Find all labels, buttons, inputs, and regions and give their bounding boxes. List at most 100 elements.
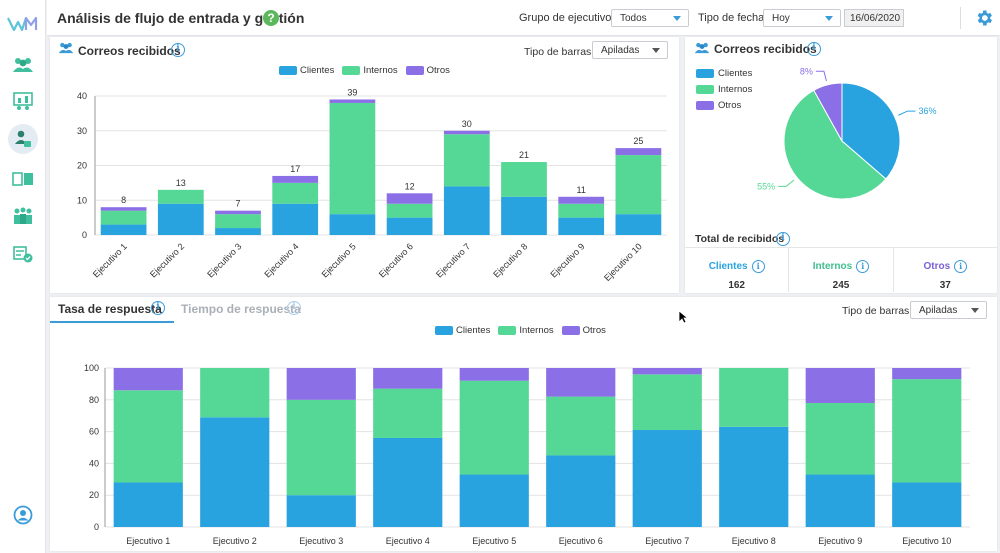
total-internos: Internos i 245	[789, 248, 894, 292]
group-label: Grupo de ejecutivos	[519, 12, 617, 24]
y-tick-label: 0	[82, 230, 87, 240]
users-icon	[58, 42, 74, 54]
total-clientes-value: 162	[728, 280, 745, 291]
x-tick-label: Ejecutivo 2	[213, 536, 257, 546]
team-icon[interactable]	[10, 203, 36, 229]
pie-value-label: 55%	[757, 181, 775, 191]
tab-response-time[interactable]: Tiempo de respuesta	[181, 302, 301, 316]
total-otros-label: Otros	[923, 261, 951, 272]
x-tick-label: Ejecutivo 1	[126, 536, 170, 546]
bar-clientes	[615, 214, 662, 235]
data-label: 12	[405, 181, 415, 191]
date-type-label: Tipo de fecha	[698, 12, 765, 24]
user-flow-icon[interactable]	[8, 124, 38, 154]
bar-otros	[632, 368, 702, 375]
bar-clientes	[459, 474, 529, 527]
date-type-select[interactable]: Hoy	[763, 9, 841, 27]
legend-clientes[interactable]: Clientes	[279, 65, 334, 76]
bar-otros	[373, 368, 443, 389]
y-tick-label: 60	[89, 427, 99, 437]
bar-internos	[443, 134, 490, 187]
layout-icon[interactable]	[10, 166, 36, 192]
pie-legend-otros[interactable]: Otros	[696, 100, 752, 111]
bar-otros	[272, 175, 319, 183]
pie-legend: Clientes Internos Otros	[696, 68, 752, 116]
data-label: 8	[121, 195, 126, 205]
chevron-down-icon	[673, 16, 681, 21]
x-tick-label: Ejecutivo 10	[602, 241, 644, 283]
divider	[960, 7, 961, 29]
tab-response-rate[interactable]: Tasa de respuesta	[58, 302, 162, 316]
bar-type-select[interactable]: Apiladas	[592, 41, 668, 59]
bar-clientes	[286, 495, 356, 527]
info-icon[interactable]: i	[287, 301, 301, 315]
bar-internos	[272, 182, 319, 204]
bar-clientes	[632, 430, 702, 527]
info-icon[interactable]: i	[954, 260, 968, 273]
info-icon[interactable]: i	[856, 260, 870, 273]
presentation-icon[interactable]	[10, 88, 36, 114]
totals-row: Clientes i 162 Internos i 245 Otros i 37	[685, 247, 997, 292]
app-logo	[7, 16, 38, 32]
pie-legend-clientes[interactable]: Clientes	[696, 68, 752, 79]
bar-otros	[215, 210, 261, 215]
bar-internos	[546, 396, 616, 456]
received-title: Correos recibidos	[78, 44, 181, 58]
bar-clientes	[719, 426, 789, 527]
x-tick-label: Ejecutivo 10	[902, 536, 951, 546]
bar-otros	[615, 148, 662, 156]
x-tick-label: Ejecutivo 6	[559, 536, 603, 546]
users-icon[interactable]	[10, 52, 36, 78]
x-tick-label: Ejecutivo 6	[377, 241, 415, 279]
bar-clientes	[892, 482, 962, 527]
y-tick-label: 20	[89, 490, 99, 500]
x-tick-label: Ejecutivo 3	[299, 536, 343, 546]
legend-clientes[interactable]: Clientes	[435, 325, 490, 336]
profile-icon[interactable]	[10, 502, 36, 528]
info-icon[interactable]: i	[151, 301, 165, 315]
info-icon[interactable]: i	[171, 43, 185, 57]
info-icon[interactable]: i	[807, 42, 821, 56]
help-icon[interactable]: ?	[263, 10, 279, 26]
legend-internos[interactable]: Internos	[342, 65, 398, 76]
gear-icon[interactable]	[974, 8, 994, 28]
bar-clientes	[373, 437, 443, 527]
bar-clientes	[113, 482, 183, 527]
received-pie-chart: 36% 55% 8%	[757, 66, 937, 200]
bar-otros	[459, 368, 529, 381]
bar-internos	[558, 203, 605, 218]
bar-otros	[805, 368, 875, 403]
y-tick-label: 80	[89, 395, 99, 405]
cursor-icon	[678, 310, 688, 324]
pie-slice-internos	[783, 89, 887, 200]
pie-legend-internos[interactable]: Internos	[696, 84, 752, 95]
total-internos-label: Internos	[812, 261, 853, 272]
bar-otros	[892, 368, 962, 380]
bar-type-label-2: Tipo de barras	[842, 305, 910, 317]
data-label: 17	[290, 164, 300, 174]
x-tick-label: Ejecutivo 8	[732, 536, 776, 546]
pie-value-label: 8%	[800, 66, 813, 76]
x-tick-label: Ejecutivo 1	[91, 241, 129, 279]
x-tick-label: Ejecutivo 8	[491, 241, 529, 279]
bar-clientes	[501, 196, 547, 235]
info-icon[interactable]: i	[776, 232, 790, 246]
legend-otros[interactable]: Otros	[561, 325, 606, 336]
bar-type-value-2: Apiladas	[919, 305, 958, 316]
info-icon[interactable]: i	[751, 260, 765, 273]
x-tick-label: Ejecutivo 4	[262, 241, 300, 279]
users-icon	[694, 42, 710, 54]
bar-clientes	[215, 228, 261, 235]
total-otros: Otros i 37	[894, 248, 997, 292]
legend-otros[interactable]: Otros	[405, 65, 450, 76]
date-input[interactable]: 16/06/2020	[844, 9, 904, 27]
top-bar: Análisis de flujo de entrada y gestión ?…	[47, 0, 1000, 36]
bar-type-select-2[interactable]: Apiladas	[910, 301, 987, 319]
sidebar	[0, 0, 46, 553]
tasks-icon[interactable]	[10, 241, 36, 267]
group-select[interactable]: Todos	[611, 9, 689, 27]
legend-internos[interactable]: Internos	[498, 325, 554, 336]
bar-otros	[546, 368, 616, 397]
y-tick-label: 20	[77, 161, 87, 171]
x-tick-label: Ejecutivo 5	[320, 241, 358, 279]
